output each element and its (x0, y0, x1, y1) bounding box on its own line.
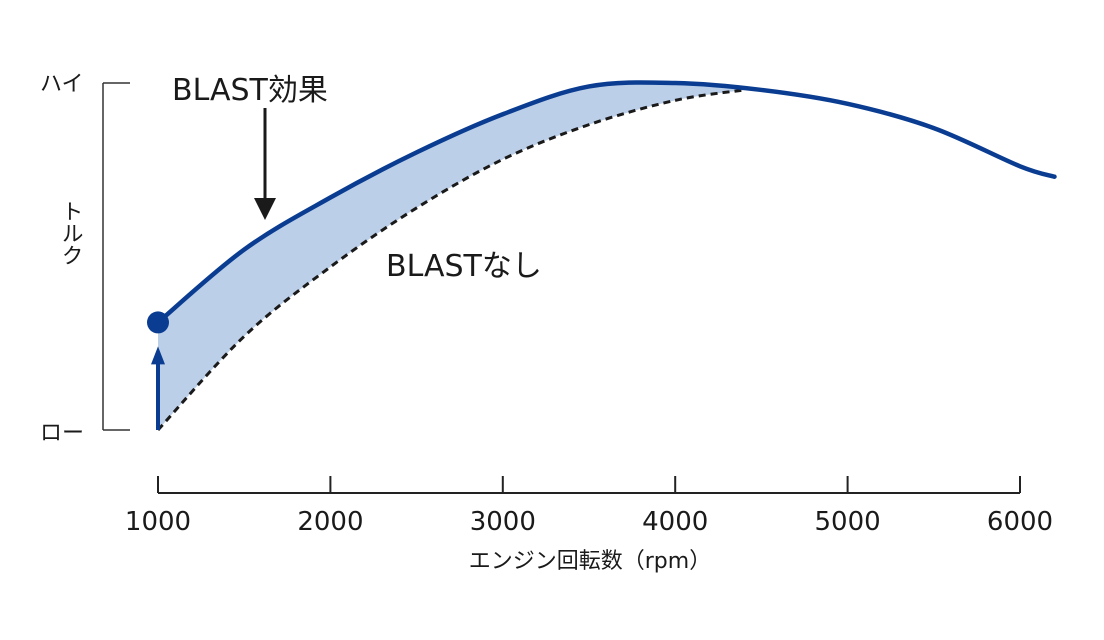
x-tick-label: 2000 (297, 507, 363, 537)
y-level-low: ロー (40, 421, 84, 446)
series-line-blast-effect (155, 80, 1057, 325)
x-tick-label: 1000 (125, 507, 191, 537)
x-tick-label: 6000 (987, 507, 1053, 537)
annotation-arrow-head-icon (254, 198, 276, 220)
fill-between-area (158, 82, 745, 430)
annotation-blast-none: BLASTなし (386, 249, 542, 284)
start-point-marker (147, 311, 169, 334)
series-line-blast-none (156, 88, 745, 432)
x-tick-label: 5000 (815, 507, 881, 537)
x-tick-label: 3000 (470, 507, 536, 537)
x-axis-label: エンジン回転数（rpm） (469, 549, 711, 574)
boost-arrow-head-icon (151, 346, 165, 365)
annotation-blast-effect: BLAST効果 (172, 73, 328, 108)
y-level-high: ハイ (40, 72, 84, 97)
y-axis-label: トルク (58, 200, 83, 266)
x-tick-label: 4000 (642, 507, 708, 537)
